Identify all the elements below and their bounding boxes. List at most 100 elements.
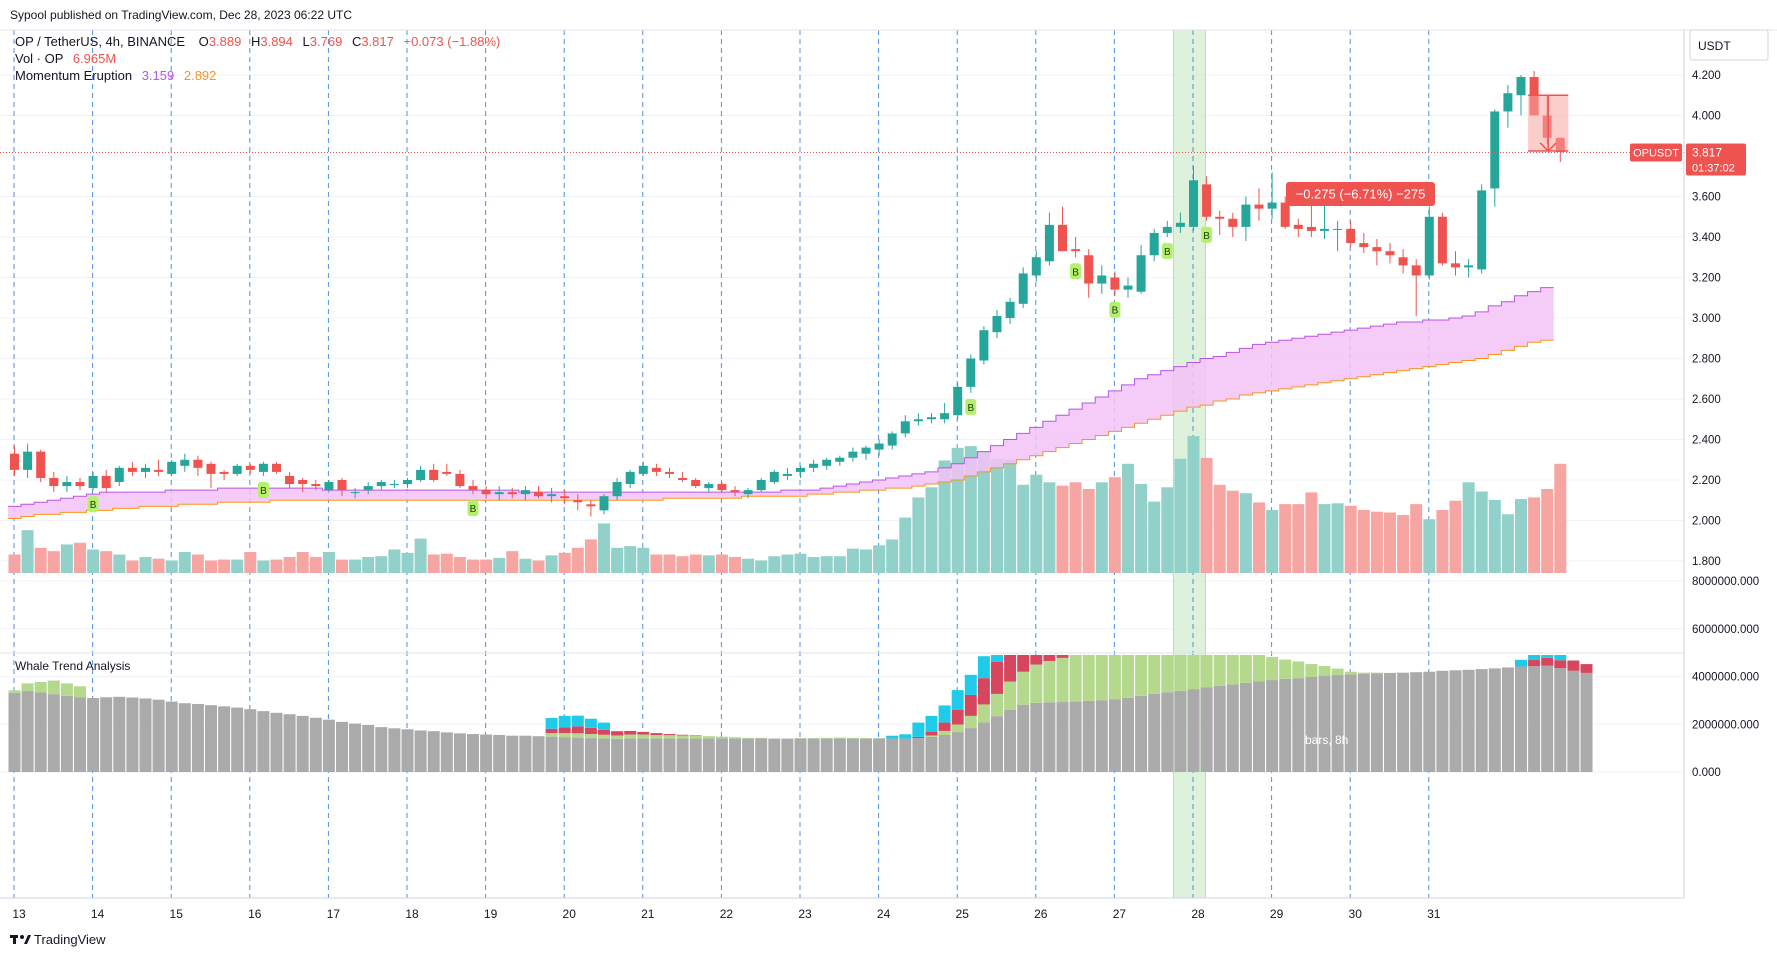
- candle: [1267, 172, 1277, 219]
- buy-signal-box: [87, 496, 99, 513]
- volume-bar: [571, 547, 584, 573]
- candle: [1333, 220, 1343, 252]
- whale-base-bar: [702, 738, 715, 772]
- candle-body: [141, 467, 150, 472]
- candle-body: [809, 463, 819, 468]
- candle: [219, 469, 229, 480]
- candle-body: [180, 459, 190, 466]
- whale-green-bar: [1004, 681, 1017, 710]
- volume-bar: [322, 552, 335, 573]
- candle: [429, 463, 439, 483]
- tradingview-logo[interactable]: TradingView: [10, 932, 106, 947]
- volume-bar: [113, 554, 126, 573]
- whale-base-bar: [768, 738, 781, 772]
- volume-bar: [231, 559, 244, 573]
- whale-base-bar: [349, 723, 362, 772]
- candle-body: [769, 471, 779, 483]
- candle-body: [861, 447, 871, 454]
- candle: [861, 445, 871, 460]
- whale-base-bar: [991, 716, 1003, 772]
- volume-bar: [1056, 485, 1069, 573]
- candle-body: [1464, 265, 1474, 268]
- candle-body: [756, 480, 766, 491]
- candlesticks[interactable]: [10, 70, 1565, 517]
- whale-red-bar: [1096, 620, 1108, 647]
- candle: [1071, 237, 1081, 258]
- candle: [560, 490, 570, 505]
- price-axis[interactable]: 4.2004.0003.8003.6003.4003.2003.0002.800…: [1630, 70, 1746, 568]
- time-axis[interactable]: 13 14 15 16 17 18 19 20 21 22 23 24 25 26 27 28 29 30 31: [12, 907, 1440, 921]
- currency-box[interactable]: [1689, 29, 1769, 61]
- whale-base-bar: [100, 697, 113, 772]
- candle: [534, 486, 543, 499]
- measure-tool[interactable]: −0.275 (−6.71%) −275 bars, 8h: [1286, 94, 1569, 747]
- candle-body: [1202, 184, 1212, 217]
- volume-bar: [1043, 482, 1056, 573]
- whale-axis[interactable]: 8000000.000 6000000.000 4000000.000 2000000…: [1692, 576, 1759, 779]
- whale-base-bar: [1253, 681, 1265, 772]
- whale-green-bar: [1122, 655, 1134, 698]
- candle: [520, 486, 530, 501]
- volume-bar: [1148, 501, 1161, 573]
- time-tick-label: 28: [1191, 907, 1205, 921]
- candle-body: [1071, 249, 1081, 252]
- volume-bar: [938, 460, 951, 573]
- volume-bar: [676, 556, 689, 573]
- whale-green-bar: [729, 737, 741, 739]
- whale-red-bar: [951, 709, 964, 725]
- candle: [1411, 259, 1421, 316]
- candle: [809, 459, 819, 472]
- symbol-label: OP / TetherUS, 4h, BINANCE: [15, 34, 185, 49]
- candle: [782, 467, 792, 480]
- candle: [416, 465, 426, 483]
- whale-base-bar: [1292, 678, 1305, 772]
- volume-bar: [689, 554, 702, 573]
- whale-green-bar: [60, 683, 73, 696]
- time-tick-label: 25: [956, 907, 970, 921]
- candle: [75, 477, 85, 491]
- volume-bar: [1344, 505, 1357, 573]
- whale-base-bar: [1488, 668, 1501, 772]
- volume-bar: [964, 446, 977, 573]
- whale-base-bar: [1174, 690, 1187, 772]
- whale-base-bar: [1043, 702, 1056, 772]
- whale-green-bar: [1043, 660, 1056, 703]
- candle: [1149, 228, 1159, 262]
- whale-red-bar: [991, 661, 1003, 694]
- candle-body: [1437, 216, 1447, 264]
- whale-red-bar: [598, 729, 610, 735]
- candle: [324, 480, 334, 493]
- candle-body: [1372, 247, 1382, 252]
- whale-base-bar: [545, 736, 558, 772]
- buy-signal: B: [1201, 226, 1213, 243]
- whale-green-bar: [1095, 655, 1108, 701]
- whale-red-bar: [1004, 655, 1017, 682]
- volume-bar: [702, 555, 715, 573]
- candle: [1424, 206, 1434, 280]
- whale-cyan-bar: [1541, 655, 1554, 658]
- candle-body: [206, 463, 216, 474]
- last-price-badge: 3.817 01:37:02: [1686, 143, 1746, 176]
- candle-body: [285, 475, 295, 485]
- candle: [1202, 176, 1212, 221]
- whale-red-bar: [1567, 660, 1580, 671]
- whale-cyan-bar: [598, 722, 610, 730]
- candle-body: [678, 477, 688, 480]
- volume-bar: [47, 551, 60, 573]
- candle: [756, 477, 766, 493]
- whale-cyan-bar: [1528, 655, 1541, 661]
- candle-body: [1267, 202, 1277, 209]
- volume-bar: [244, 552, 257, 573]
- momentum-band: [7, 287, 1554, 519]
- whale-cyan-bar: [1515, 659, 1527, 667]
- candle: [468, 480, 478, 495]
- whale-base-bar: [938, 734, 951, 772]
- candle: [612, 477, 622, 501]
- candle: [1437, 212, 1447, 266]
- candle-body: [900, 421, 910, 434]
- candle: [1215, 210, 1225, 235]
- whale-cyan-bar: [951, 690, 964, 710]
- candle-body: [1254, 204, 1264, 209]
- candle-body: [1385, 251, 1395, 256]
